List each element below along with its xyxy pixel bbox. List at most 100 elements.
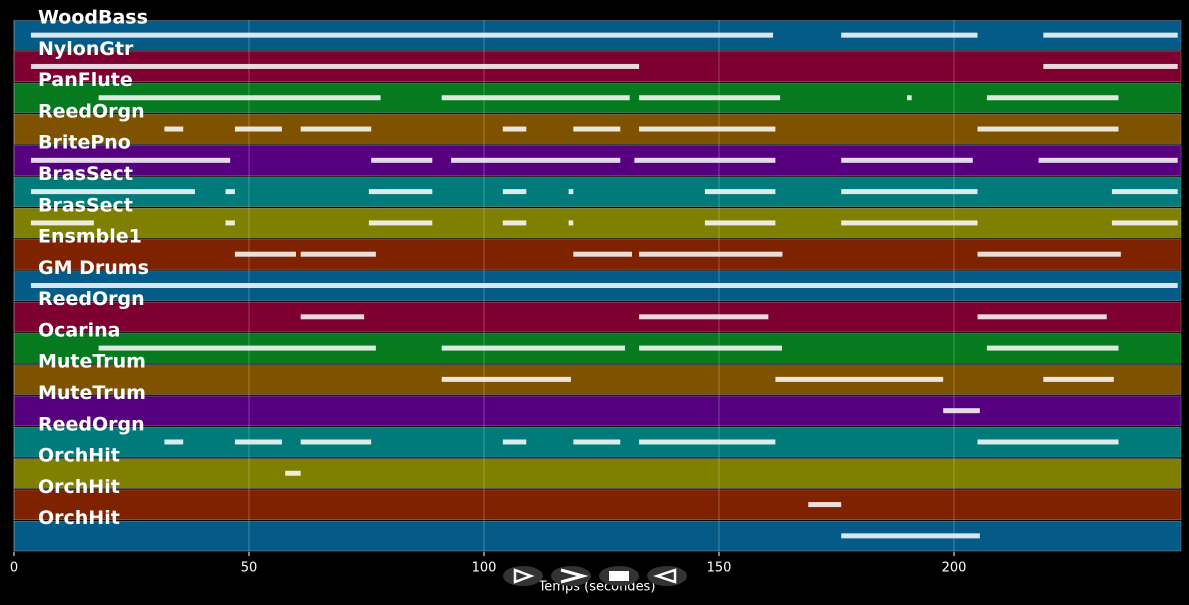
x-tick-label: 0 — [10, 561, 18, 576]
note-span — [639, 345, 782, 351]
note-span — [300, 314, 365, 320]
note-span — [841, 32, 978, 38]
note-span — [441, 95, 630, 101]
track-label: BrasSect — [38, 194, 133, 216]
note-span — [704, 189, 776, 195]
note-span — [639, 439, 776, 445]
play-button[interactable] — [503, 566, 543, 586]
stop-button[interactable] — [599, 566, 639, 586]
note-span — [30, 220, 94, 226]
note-span — [841, 157, 973, 163]
note-span — [441, 345, 625, 351]
track-label: ReedOrgn — [38, 100, 145, 122]
note-span — [977, 439, 1119, 445]
note-span — [573, 251, 633, 257]
note-span — [234, 251, 296, 257]
note-span — [371, 157, 433, 163]
note-span — [300, 251, 376, 257]
note-span — [30, 189, 195, 195]
note-span — [977, 251, 1121, 257]
note-span — [300, 126, 372, 132]
note-span — [573, 439, 621, 445]
note-span — [368, 189, 433, 195]
track-band — [13, 364, 1182, 395]
note-span — [164, 439, 184, 445]
note-span — [1111, 220, 1178, 226]
track-label: OrchHit — [38, 476, 120, 498]
x-tick-label: 200 — [942, 561, 967, 576]
note-span — [1043, 63, 1178, 69]
note-span — [502, 220, 527, 226]
note-span — [639, 314, 769, 320]
note-span — [98, 345, 376, 351]
x-tick-label: 150 — [707, 561, 732, 576]
plot-area: 0 50 100 150 200 WoodBass NylonGtr PanFlute Reed… — [10, 7, 1182, 576]
note-span — [634, 157, 776, 163]
note-span — [234, 126, 282, 132]
track-label: ReedOrgn — [38, 413, 145, 435]
note-span — [977, 126, 1119, 132]
note-span — [943, 408, 980, 414]
note-span — [30, 157, 231, 163]
note-span — [234, 439, 282, 445]
note-span — [30, 63, 640, 69]
note-span — [704, 220, 776, 226]
track-label: Ocarina — [38, 319, 120, 341]
note-span — [164, 126, 184, 132]
note-span — [568, 189, 574, 195]
note-span — [986, 95, 1119, 101]
note-span — [368, 220, 433, 226]
x-tick-label: 50 — [241, 561, 258, 576]
track-label: OrchHit — [38, 507, 120, 529]
note-span — [225, 220, 235, 226]
back-button[interactable] — [647, 566, 687, 586]
note-span — [573, 126, 621, 132]
track-label: BrasSect — [38, 163, 133, 185]
note-span — [639, 126, 776, 132]
note-span — [30, 32, 774, 38]
note-span — [775, 376, 944, 382]
track-label: GM Drums — [38, 257, 149, 279]
track-label: PanFlute — [38, 69, 133, 91]
track-band — [13, 176, 1182, 208]
note-span — [808, 502, 842, 508]
note-span — [441, 376, 571, 382]
note-span — [906, 95, 912, 101]
note-span — [1038, 157, 1178, 163]
track-label: NylonGtr — [38, 38, 134, 60]
note-span — [639, 251, 783, 257]
note-span — [502, 439, 527, 445]
note-span — [1043, 376, 1114, 382]
note-span — [285, 470, 301, 476]
track-band — [13, 395, 1182, 427]
track-label: BritePno — [38, 132, 131, 154]
note-span — [1111, 189, 1178, 195]
note-span — [225, 189, 235, 195]
forward-button[interactable] — [551, 566, 591, 586]
note-span — [451, 157, 621, 163]
x-tick-label: 100 — [472, 561, 497, 576]
note-span — [841, 220, 978, 226]
track-band — [13, 458, 1182, 489]
track-label: ReedOrgn — [38, 288, 145, 310]
note-span — [568, 220, 574, 226]
note-span — [977, 314, 1107, 320]
note-span — [1043, 32, 1178, 38]
track-label: OrchHit — [38, 445, 120, 467]
controls — [503, 566, 687, 586]
note-span — [639, 95, 781, 101]
track-band — [13, 520, 1182, 552]
note-span — [300, 439, 372, 445]
note-span — [502, 189, 527, 195]
track-band — [13, 489, 1182, 520]
track-label: MuteTrum — [38, 351, 146, 373]
track-label: Ensmble1 — [38, 226, 142, 248]
track-label: WoodBass — [38, 7, 148, 29]
note-span — [986, 345, 1119, 351]
note-span — [841, 533, 980, 539]
note-span — [841, 189, 978, 195]
track-band — [13, 208, 1182, 239]
note-span — [98, 95, 381, 101]
note-span — [30, 283, 1178, 288]
